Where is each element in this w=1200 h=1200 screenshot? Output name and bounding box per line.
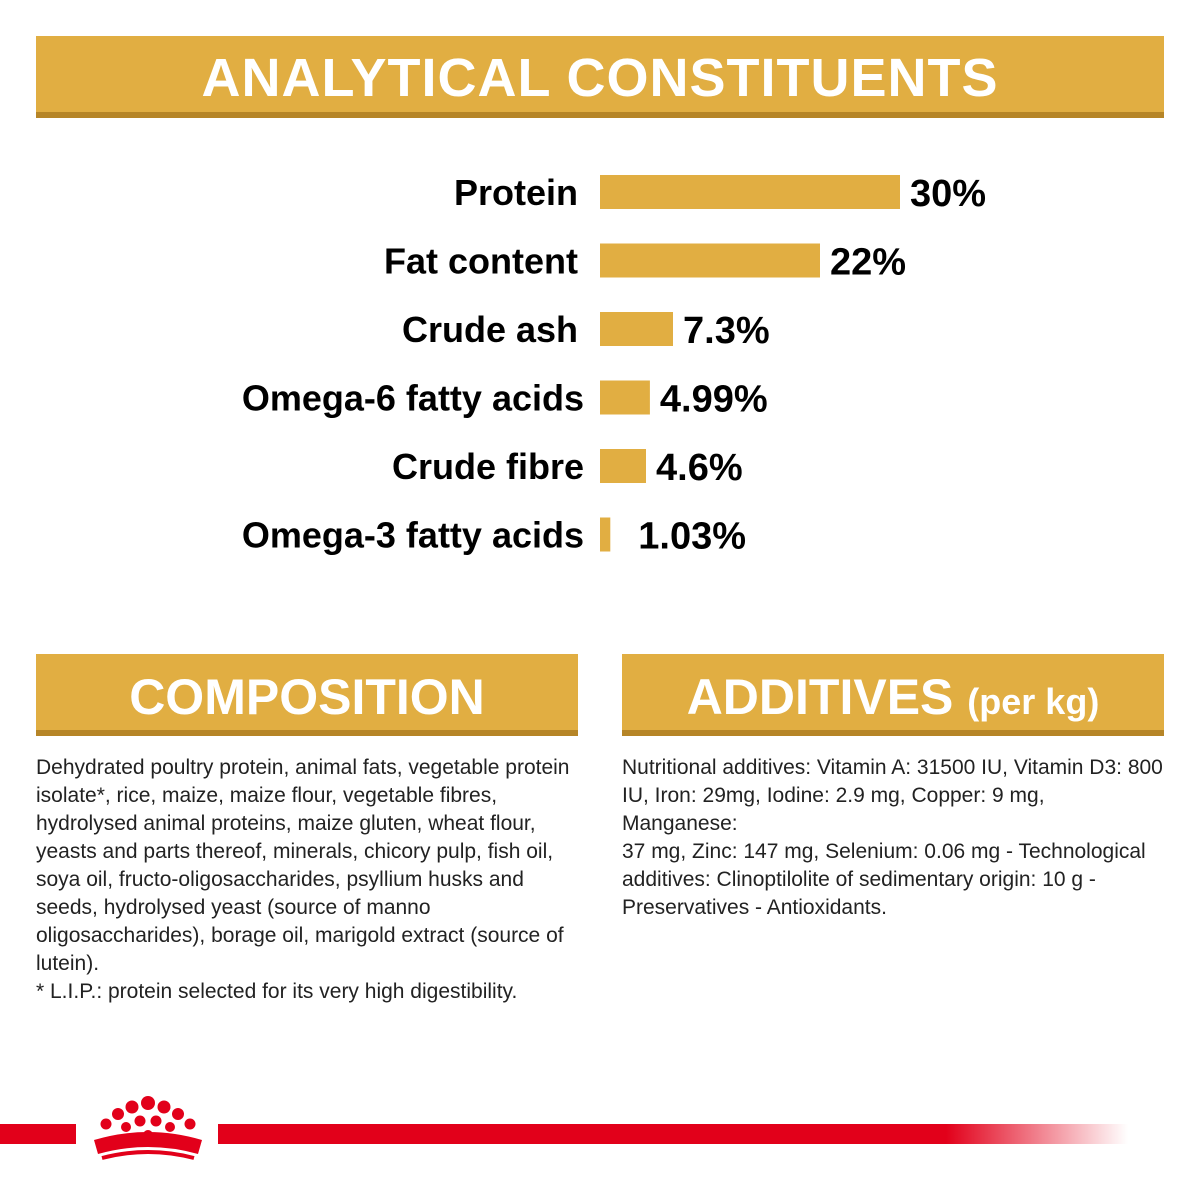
footer-red-bar-right	[218, 1124, 1128, 1144]
nutrient-label: Crude ash	[402, 309, 578, 350]
crown-logo-icon	[94, 1096, 202, 1160]
nutrient-value-label: 4.99%	[660, 379, 768, 421]
nutrient-bar	[600, 312, 673, 346]
analytical-constituents-title: ANALYTICAL CONSTITUENTS	[201, 48, 999, 108]
nutrient-label: Omega-6 fatty acids	[242, 378, 584, 419]
analytical-constituents-banner: ANALYTICAL CONSTITUENTS	[36, 36, 1164, 118]
composition-text: Dehydrated poultry protein, animal fats,…	[36, 756, 570, 1003]
nutrient-value-label: 7.3%	[683, 310, 770, 352]
nutrient-label: Protein	[454, 172, 578, 213]
nutrient-label: Fat content	[384, 241, 578, 282]
additives-text: Nutritional additives: Vitamin A: 31500 …	[622, 756, 1163, 919]
nutrient-label: Omega-3 fatty acids	[242, 515, 584, 556]
nutrient-value-label: 22%	[830, 242, 906, 284]
constituents-bar-chart: Protein 30% Fat content 22% Crude ash 7.3% Ome…	[242, 172, 986, 558]
nutrient-value-label: 1.03%	[638, 516, 746, 558]
nutrient-bar	[600, 243, 820, 278]
nutrient-label: Crude fibre	[392, 446, 584, 487]
nutrient-bar	[600, 175, 900, 209]
composition-title: COMPOSITION	[129, 669, 485, 725]
nutrient-value-label: 30%	[910, 173, 986, 215]
nutrient-bar	[600, 380, 650, 415]
composition-banner: COMPOSITION	[36, 654, 578, 736]
additives-banner: ADDITIVES (per kg)	[622, 654, 1164, 736]
nutrient-value-label: 4.6%	[656, 447, 743, 489]
additives-title-suffix: (per kg)	[967, 681, 1100, 722]
footer-red-bar-left	[0, 1124, 76, 1144]
additives-title: ADDITIVES	[686, 669, 954, 725]
nutrient-bar	[600, 449, 646, 483]
nutrient-bar	[600, 517, 611, 552]
